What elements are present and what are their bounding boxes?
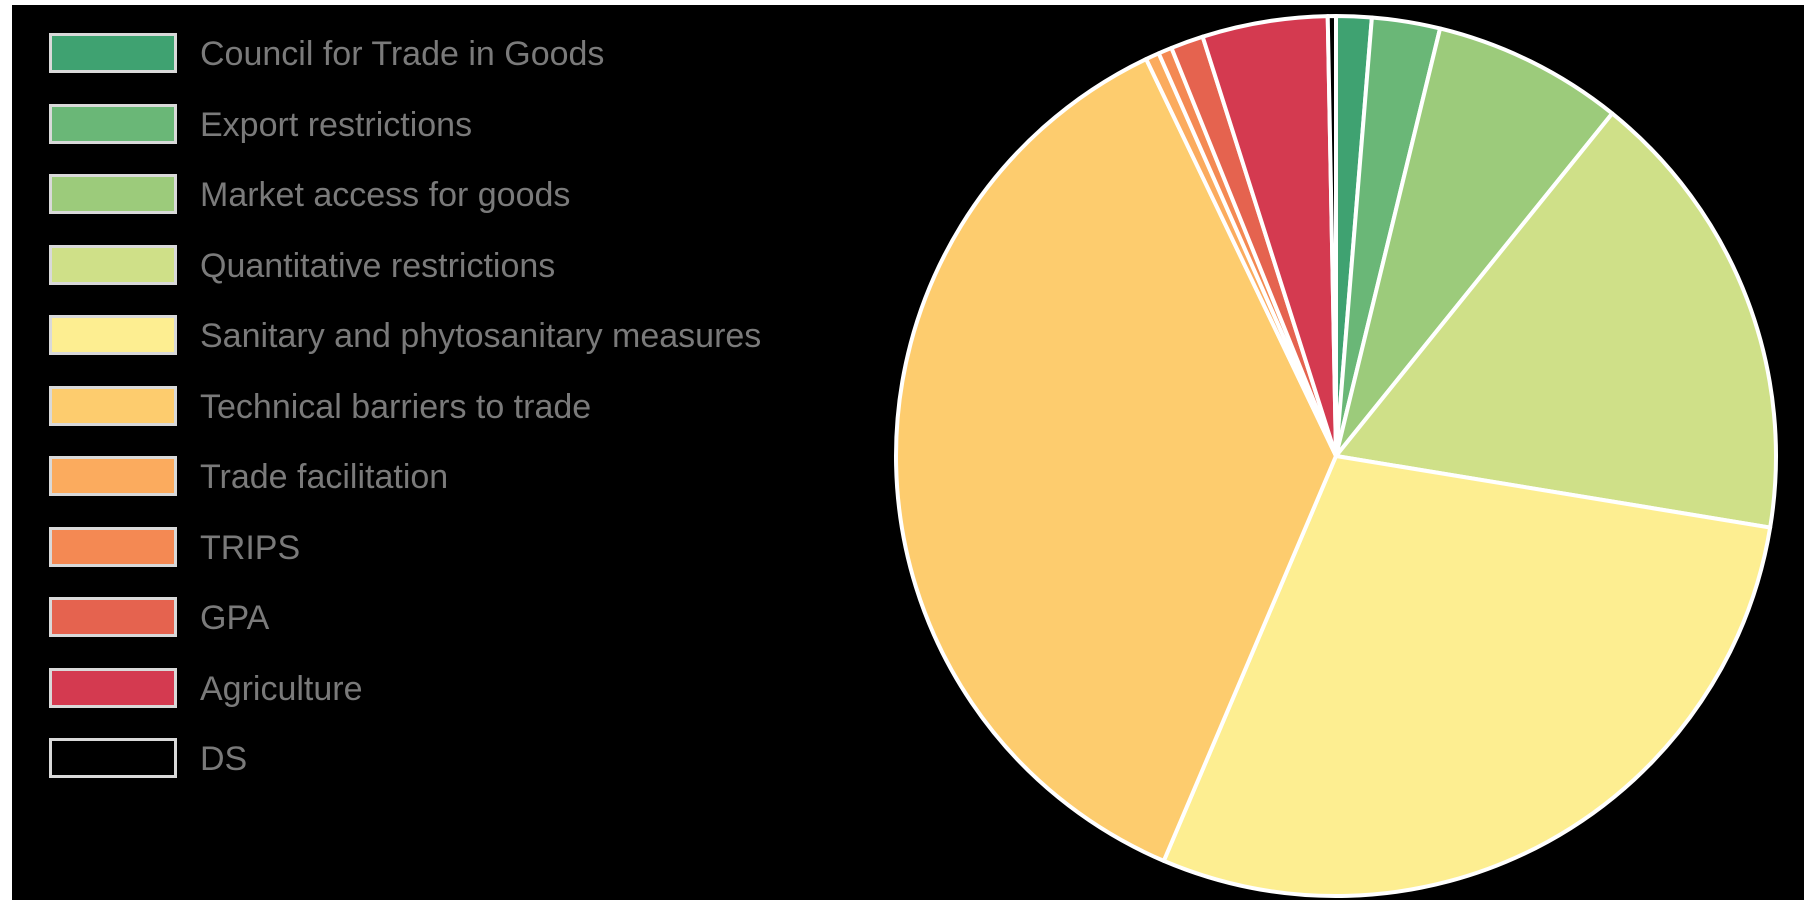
legend-item[interactable]: Agriculture bbox=[39, 667, 859, 739]
legend-swatch bbox=[49, 174, 177, 214]
legend-label: GPA bbox=[200, 599, 270, 637]
legend-item[interactable]: Technical barriers to trade bbox=[39, 385, 859, 457]
legend-swatch bbox=[49, 667, 177, 708]
legend-item[interactable]: Market access for goods bbox=[39, 174, 859, 245]
legend-label: Trade facilitation bbox=[200, 458, 449, 496]
legend-item[interactable]: GPA bbox=[39, 597, 859, 668]
legend-swatch bbox=[49, 738, 177, 778]
legend-swatch bbox=[49, 385, 177, 426]
legend-label: Technical barriers to trade bbox=[200, 387, 592, 426]
legend-item[interactable]: Export restrictions bbox=[39, 103, 859, 175]
legend-label: DS bbox=[200, 740, 248, 778]
pie-chart bbox=[894, 14, 1778, 898]
legend-label: TRIPS bbox=[200, 528, 301, 567]
pie-slice-sanitary-and-phytosanitary-measures[interactable] bbox=[1161, 454, 1773, 898]
legend-swatch bbox=[49, 103, 177, 144]
legend-item[interactable]: TRIPS bbox=[39, 526, 859, 598]
legend-swatch bbox=[49, 33, 177, 73]
legend-label: Council for Trade in Goods bbox=[200, 35, 605, 73]
pie-slice-ds[interactable] bbox=[1325, 14, 1338, 458]
legend-item[interactable]: Quantitative restrictions bbox=[39, 244, 859, 316]
legend-swatch bbox=[49, 597, 177, 637]
legend: Council for Trade in Goods Export restric… bbox=[39, 33, 859, 809]
legend-item[interactable]: Trade facilitation bbox=[39, 456, 859, 527]
legend-swatch bbox=[49, 244, 177, 285]
legend-item[interactable]: Council for Trade in Goods bbox=[39, 33, 859, 104]
legend-item[interactable]: Sanitary and phytosanitary measures bbox=[39, 315, 859, 386]
legend-label: Export restrictions bbox=[200, 105, 473, 144]
legend-label: Sanitary and phytosanitary measures bbox=[200, 317, 762, 355]
legend-label: Agriculture bbox=[200, 669, 363, 708]
pie-slice-technical-barriers-to-trade[interactable] bbox=[894, 57, 1338, 863]
legend-label: Quantitative restrictions bbox=[200, 246, 556, 285]
legend-swatch bbox=[49, 456, 177, 496]
pie-slice-quantitative-restrictions[interactable] bbox=[1334, 111, 1778, 530]
legend-label: Market access for goods bbox=[200, 176, 571, 214]
pie-slice-market-access-for-goods[interactable] bbox=[1334, 26, 1615, 458]
legend-swatch bbox=[49, 315, 177, 355]
legend-item[interactable]: DS bbox=[39, 738, 859, 809]
legend-swatch bbox=[49, 526, 177, 567]
chart-area: Council for Trade in Goods Export restric… bbox=[12, 5, 1804, 900]
